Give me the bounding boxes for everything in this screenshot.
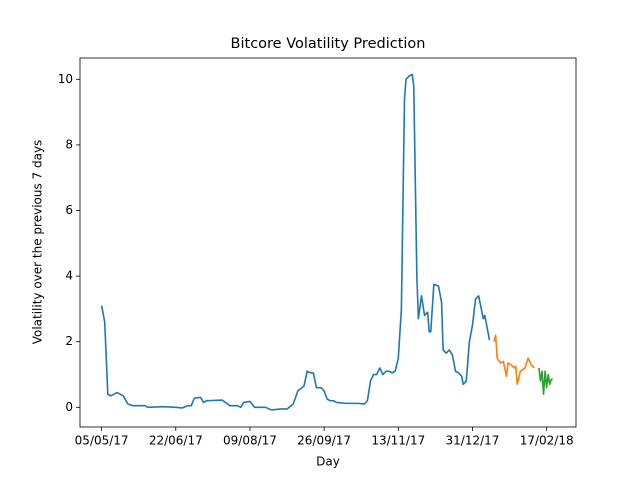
chart-title: Bitcore Volatility Prediction [231,36,426,52]
y-axis-label: Volatility over the previous 7 days [31,140,45,345]
x-tick-label: 05/05/17 [75,434,129,448]
x-tick-label: 26/09/17 [297,434,351,448]
x-tick-label: 31/12/17 [446,434,500,448]
x-axis-label: Day [316,455,340,469]
x-tick-label: 09/08/17 [223,434,277,448]
x-tick-label: 13/11/17 [371,434,425,448]
series-line [538,367,553,395]
x-tick-label: 17/02/18 [520,434,574,448]
plot-frame [79,57,577,428]
y-tick-label: 6 [65,203,73,217]
y-tick-label: 4 [65,269,73,283]
y-tick-label: 2 [65,334,73,348]
x-tick-label: 22/06/17 [149,434,203,448]
series-line [493,334,535,386]
series-line [100,73,491,411]
y-tick-label: 8 [65,137,73,151]
y-tick-label: 10 [58,72,73,86]
y-tick-label: 0 [65,400,73,414]
